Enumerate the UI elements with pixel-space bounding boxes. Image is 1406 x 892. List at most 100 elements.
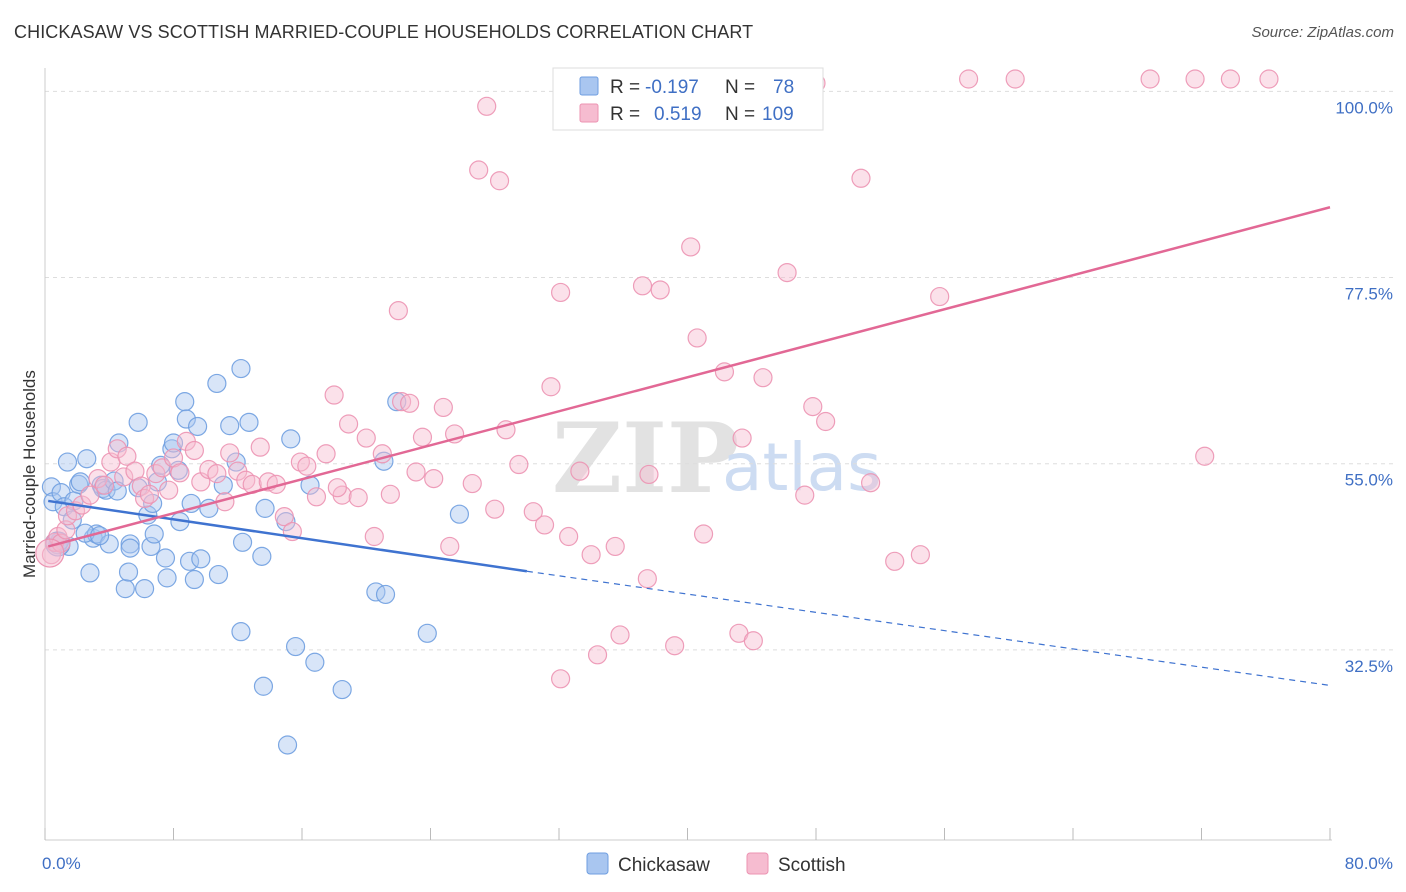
legend-n-label: N = (725, 77, 755, 98)
chickasaw-point (253, 676, 274, 696)
scottish-point (489, 171, 510, 191)
y-tick-label: 100.0% (1335, 98, 1393, 117)
chickasaw-trend-extension (526, 570, 1331, 687)
scottish-point (795, 485, 815, 505)
chickasaw-point (99, 534, 119, 554)
bottom-legend: Chickasaw Scottish (586, 852, 846, 876)
bottom-legend-swatch-chickasaw (586, 852, 609, 875)
scottish-point (324, 385, 344, 405)
chickasaw-point (252, 546, 272, 566)
scottish-point (117, 446, 137, 466)
scottish-point (605, 536, 625, 557)
scottish-point (509, 454, 529, 475)
chickasaw-point (120, 538, 140, 558)
scottish-point (551, 282, 571, 303)
chickasaw-point (184, 569, 204, 590)
scottish-point (56, 520, 76, 540)
legend-swatch-chickasaw (579, 76, 599, 96)
y-tick-label: 32.5% (1345, 657, 1393, 676)
scottish-point (637, 569, 657, 589)
scottish-point (803, 397, 823, 417)
scottish-point (1185, 69, 1205, 89)
chickasaw-point (208, 564, 229, 585)
chickasaw-point (220, 416, 240, 436)
scottish-point (559, 526, 579, 547)
chickasaw-point (175, 392, 195, 412)
scottish-point (184, 440, 204, 461)
chickasaw-point (305, 652, 325, 672)
scottish-point (743, 631, 763, 651)
y-axis-label: Married-couple Households (20, 370, 39, 578)
scottish-point (316, 444, 336, 464)
legend-swatch-scottish (579, 103, 599, 123)
chickasaw-point (207, 373, 227, 394)
scottish-point (159, 480, 179, 500)
scottish-point (534, 515, 555, 535)
scottish-point (94, 475, 115, 495)
scottish-point (391, 392, 412, 412)
scottish-point (1259, 69, 1279, 89)
scottish-point (250, 437, 270, 457)
chickasaw-point (187, 416, 208, 437)
scottish-point (338, 414, 359, 434)
scottish-point (412, 427, 433, 447)
chickasaw-point (128, 412, 148, 432)
scottish-point (650, 280, 670, 300)
scottish-point (570, 461, 590, 481)
chickasaw-point (134, 579, 155, 599)
chickasaw-point (118, 562, 139, 582)
scottish-point (388, 301, 408, 321)
chickasaw-point (57, 452, 78, 472)
chickasaw-point (128, 478, 148, 498)
chickasaw-point (77, 449, 97, 469)
trend-lines (47, 206, 1331, 687)
scottish-point (587, 645, 608, 665)
scottish-point (693, 524, 714, 544)
scottish-point (424, 468, 444, 489)
zipatlas-watermark: ZIP atlas (552, 402, 882, 515)
chickasaw-point (277, 735, 298, 755)
legend-r-label: R = (610, 77, 640, 98)
chickasaw-point (417, 623, 437, 643)
scottish-point (1140, 69, 1160, 89)
scottish-point (610, 625, 630, 645)
scottish-point (364, 526, 384, 547)
chickasaw-point (41, 477, 62, 497)
scottish-point (469, 160, 489, 180)
chickasaw-point (191, 549, 211, 569)
scottish-point (107, 439, 127, 459)
scottish-point (274, 507, 294, 527)
scottish-point (861, 473, 881, 493)
scottish-point (885, 551, 905, 571)
tick-labels: 32.5% 55.0% 77.5% 100.0% 0.0% 80.0% (42, 98, 1393, 873)
scottish-point (80, 485, 100, 505)
scottish-point (380, 484, 400, 504)
chickasaw-trend-line (48, 499, 528, 573)
scottish-point (1195, 446, 1215, 466)
scottish-point (523, 502, 543, 522)
chickasaw-point (141, 536, 161, 557)
scottish-point (440, 536, 460, 557)
chickasaw-point (157, 568, 177, 588)
scottish-point-cluster (35, 538, 65, 568)
scottish-point (687, 328, 707, 348)
legend-r-label: R = (610, 104, 640, 125)
watermark-atlas: atlas (722, 429, 882, 506)
watermark-zip: ZIP (552, 402, 739, 515)
scottish-point (632, 276, 653, 296)
scottish-point (220, 443, 240, 463)
scottish-point (114, 467, 134, 487)
chickasaw-point (115, 579, 135, 599)
scottish-point (681, 237, 701, 257)
chickasaw-points (41, 358, 470, 755)
chickasaw-point (255, 498, 275, 518)
scottish-point (639, 464, 659, 485)
scottish-point (910, 545, 931, 565)
legend-n-label: N = (725, 104, 755, 125)
chickasaw-point (155, 548, 176, 568)
scottish-point (732, 428, 752, 448)
scottish-point (753, 368, 773, 388)
scottish-point (930, 286, 950, 307)
chickasaw-point (231, 622, 251, 642)
legend: R = -0.197 N = 78 R = 0.519 N = 109 (552, 67, 824, 131)
